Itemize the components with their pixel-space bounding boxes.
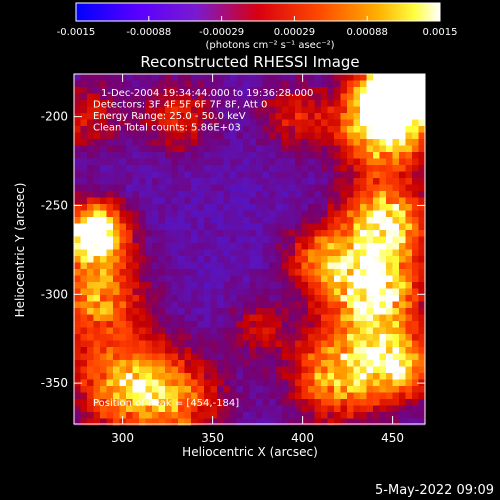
y-tick-label: -350 bbox=[41, 376, 68, 390]
annotation-line: 1-Dec-2004 19:34:44.000 to 19:36:28.000 bbox=[101, 88, 313, 99]
colorbar-tick-label: -0.0015 bbox=[57, 27, 96, 38]
y-tick-label: -200 bbox=[41, 110, 68, 124]
x-tick-label: 350 bbox=[201, 431, 224, 445]
heatmap-image bbox=[74, 74, 426, 426]
x-axis-label: Heliocentric X (arcsec) bbox=[182, 445, 318, 459]
colorbar-unit-label: (photons cm⁻² s⁻¹ asec⁻²) bbox=[205, 40, 334, 51]
annotation-block: 1-Dec-2004 19:34:44.000 to 19:36:28.000D… bbox=[93, 88, 313, 134]
chart-title: Reconstructed RHESSI Image bbox=[140, 53, 359, 71]
colorbar-tick-label: 0.0015 bbox=[423, 27, 458, 38]
annotation-line: Clean Total counts: 5.86E+03 bbox=[93, 123, 241, 134]
x-tick-label: 300 bbox=[111, 431, 134, 445]
axis-ticks: 300 350 400 450 -200 -250 -300 -350 bbox=[41, 74, 425, 445]
colorbar-tick-label: 0.00029 bbox=[274, 27, 315, 38]
colorbar-tick-label: 0.00088 bbox=[347, 27, 388, 38]
colorbar bbox=[75, 2, 441, 22]
peak-position-label: Position of Peak = [454,-184] bbox=[93, 398, 239, 409]
colorbar-tick-label: -0.00088 bbox=[126, 27, 171, 38]
colorbar-ticks: -0.0015 -0.00088 -0.00029 0.00029 0.00088 0.0… bbox=[57, 16, 458, 38]
annotation-line: Detectors: 3F 4F 5F 6F 7F 8F, Att 0 bbox=[93, 100, 267, 111]
y-tick-label: -250 bbox=[41, 198, 68, 212]
colorbar-tick-label: -0.00029 bbox=[199, 27, 244, 38]
plot-frame bbox=[73, 73, 426, 425]
y-axis-label: Heliocentric Y (arcsec) bbox=[13, 183, 27, 318]
x-tick-label: 400 bbox=[291, 431, 314, 445]
x-tick-label: 450 bbox=[381, 431, 404, 445]
annotation-line: Energy Range: 25.0 - 50.0 keV bbox=[93, 111, 246, 122]
timestamp: 5-May-2022 09:09 bbox=[375, 483, 494, 498]
y-tick-label: -300 bbox=[41, 287, 68, 301]
